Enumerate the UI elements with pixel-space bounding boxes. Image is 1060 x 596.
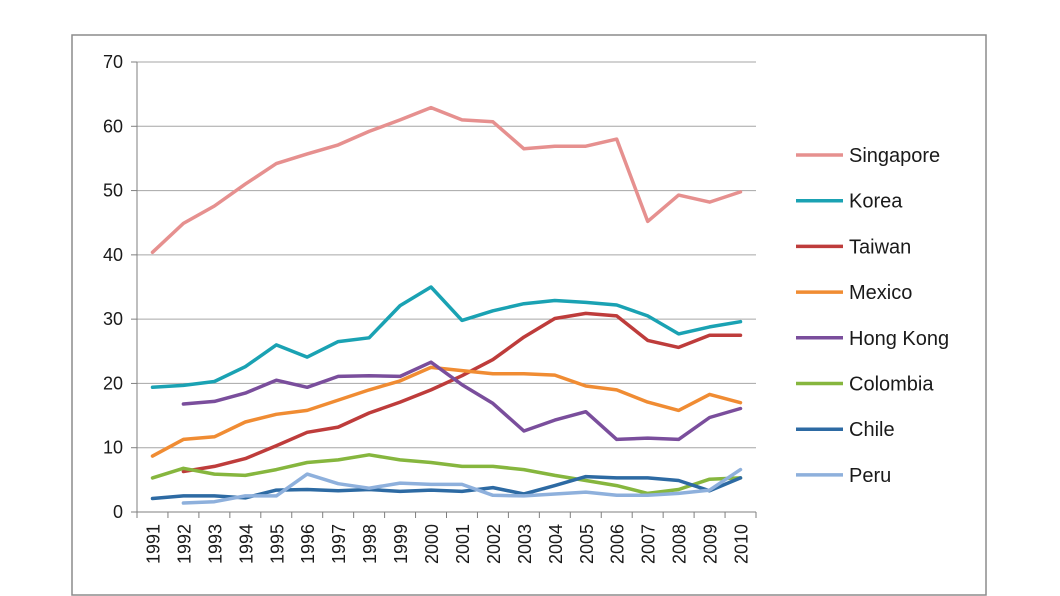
legend-label-singapore: Singapore [849,145,940,167]
x-tick-label-1996: 1996 [298,524,318,564]
x-tick-label-2002: 2002 [484,524,504,564]
x-tick-label-1992: 1992 [174,524,194,564]
y-tick-label-30: 30 [103,309,123,329]
chart-frame [71,34,987,596]
series-line-hong-kong [181,360,743,442]
legend-label-hong-kong: Hong Kong [849,328,949,350]
x-tick-label-2010: 2010 [732,524,752,564]
y-tick-label-20: 20 [103,373,123,393]
x-tick-label-2000: 2000 [422,524,442,564]
y-axis-ticks: 0 10 20 30 40 50 60 70 [103,52,137,522]
x-tick-label-2005: 2005 [577,524,597,564]
legend-label-chile: Chile [849,419,895,441]
y-tick-label-70: 70 [103,52,123,72]
x-tick-label-1993: 1993 [205,524,225,564]
x-tick-label-1995: 1995 [267,524,287,564]
series-line-mexico [150,365,743,458]
y-tick-label-50: 50 [103,181,123,201]
series-line-colombia [150,453,743,496]
x-tick-label-2003: 2003 [515,524,535,564]
series-lines [150,105,743,505]
y-tick-label-60: 60 [103,116,123,136]
x-tick-label-1999: 1999 [391,524,411,564]
x-tick-label-2004: 2004 [546,524,566,564]
series-line-korea [150,285,743,390]
legend-label-peru: Peru [849,465,891,487]
x-tick-label-2008: 2008 [670,524,690,564]
x-tick-label-2006: 2006 [608,524,628,564]
legend: Singapore Korea Taiwan Mexico Hong Kong Colom… [796,145,949,487]
legend-label-taiwan: Taiwan [849,236,911,258]
x-tick-label-1997: 1997 [329,524,349,564]
legend-label-colombia: Colombia [849,374,934,396]
legend-label-mexico: Mexico [849,282,912,304]
x-tick-label-2007: 2007 [639,524,659,564]
y-tick-label-40: 40 [103,245,123,265]
x-tick-label-2009: 2009 [701,524,721,564]
x-tick-label-1998: 1998 [360,524,380,564]
series-line-taiwan [181,311,743,474]
x-tick-label-2001: 2001 [453,524,473,564]
x-axis-ticks: 1991 1992 1993 1994 1995 1996 1997 1998 1999 2000… [136,512,757,564]
x-tick-label-1991: 1991 [143,524,163,564]
gridlines [137,61,756,449]
series-line-peru [181,467,743,505]
series-line-singapore [150,105,743,255]
y-tick-label-10: 10 [103,438,123,458]
x-tick-label-1994: 1994 [236,524,256,564]
legend-label-korea: Korea [849,191,903,213]
y-tick-label-0: 0 [113,502,123,522]
